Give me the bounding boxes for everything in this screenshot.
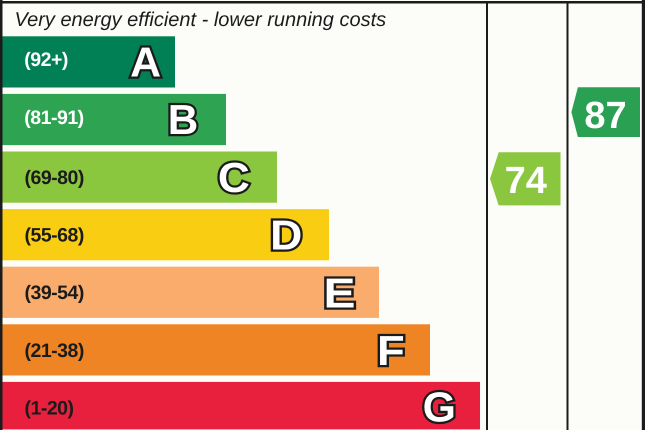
svg-text:C: C: [218, 154, 250, 201]
svg-text:(39-54): (39-54): [25, 282, 84, 304]
svg-text:87: 87: [584, 95, 626, 137]
svg-text:(92+): (92+): [24, 49, 68, 71]
svg-text:Very energy efficient - lower: Very energy efficient - lower running co…: [15, 9, 387, 31]
svg-text:A: A: [130, 38, 161, 85]
svg-text:(55-68): (55-68): [25, 225, 84, 247]
svg-text:(21-38): (21-38): [25, 340, 84, 362]
svg-text:B: B: [168, 96, 198, 143]
svg-text:F: F: [377, 327, 405, 374]
svg-text:74: 74: [505, 160, 547, 202]
svg-text:E: E: [324, 269, 356, 316]
svg-text:(69-80): (69-80): [25, 167, 84, 189]
svg-text:(81-91): (81-91): [24, 107, 83, 129]
svg-text:(1-20): (1-20): [25, 398, 74, 420]
svg-text:G: G: [423, 383, 456, 430]
svg-text:D: D: [270, 212, 302, 259]
